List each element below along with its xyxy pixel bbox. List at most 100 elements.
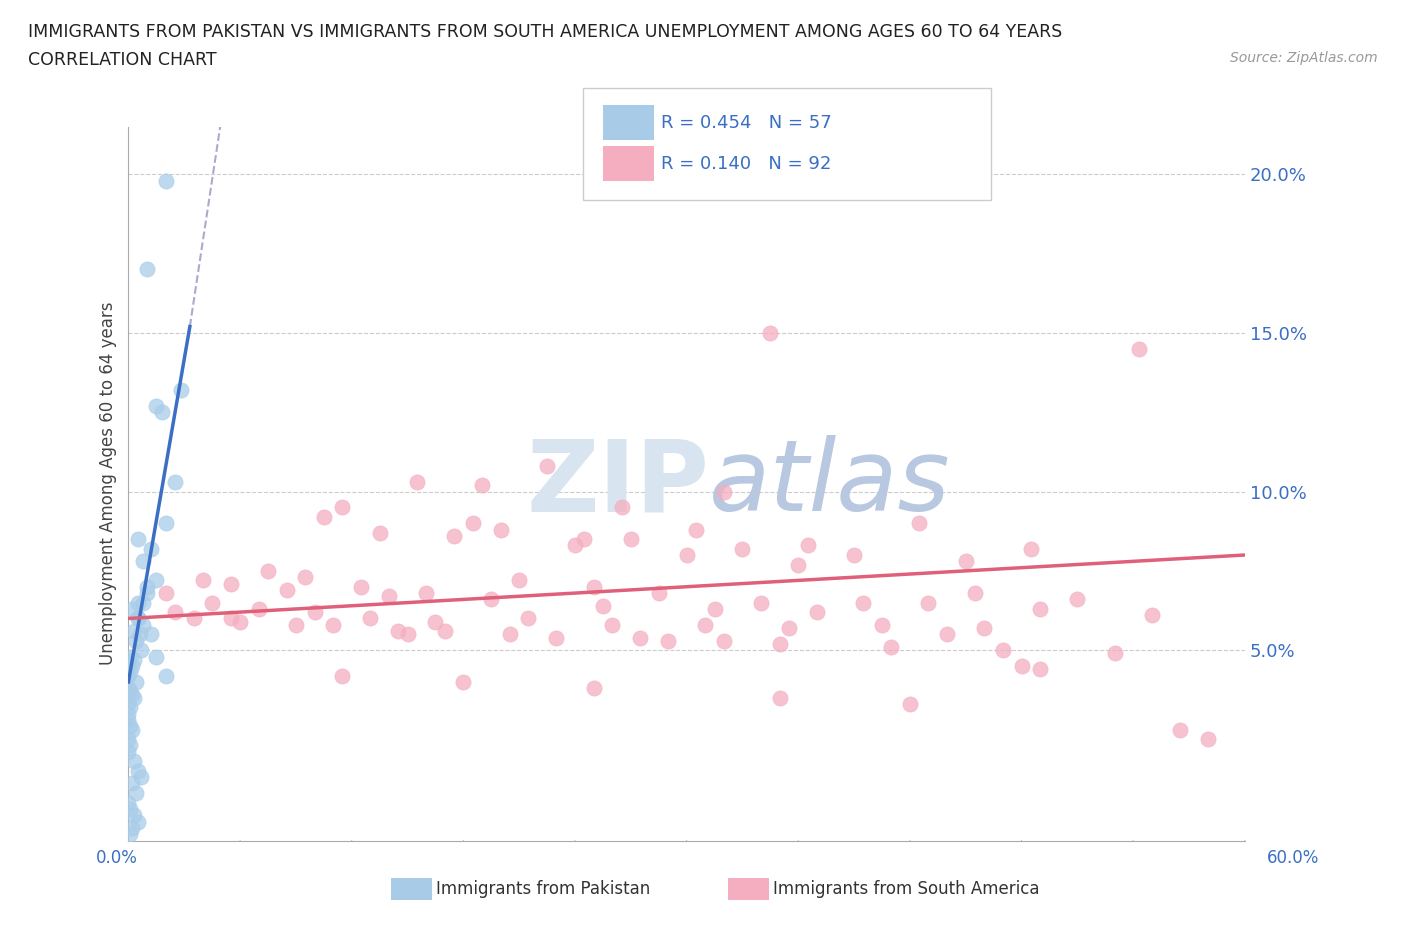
Point — [163, 474, 186, 489]
Point — [796, 538, 818, 553]
Point — [117, 706, 139, 721]
Point — [122, 808, 145, 823]
Point — [127, 814, 149, 829]
Point — [387, 624, 409, 639]
Point — [600, 618, 623, 632]
Point — [546, 630, 568, 644]
Point — [508, 573, 530, 588]
Point — [842, 548, 865, 563]
Point — [121, 658, 143, 673]
Point — [136, 262, 159, 277]
Point — [415, 586, 437, 601]
Point — [139, 627, 162, 642]
Text: R = 0.140   N = 92: R = 0.140 N = 92 — [661, 154, 831, 173]
Point — [163, 604, 186, 619]
Point — [908, 516, 931, 531]
Point — [229, 614, 252, 629]
Text: 0.0%: 0.0% — [96, 849, 138, 867]
Point — [769, 636, 792, 651]
Point — [368, 525, 391, 540]
Point — [479, 592, 502, 607]
Y-axis label: Unemployment Among Ages 60 to 64 years: Unemployment Among Ages 60 to 64 years — [100, 302, 117, 665]
Text: IMMIGRANTS FROM PAKISTAN VS IMMIGRANTS FROM SOUTH AMERICA UNEMPLOYMENT AMONG AGE: IMMIGRANTS FROM PAKISTAN VS IMMIGRANTS F… — [28, 23, 1063, 41]
Point — [155, 668, 177, 683]
Point — [973, 620, 995, 635]
Point — [120, 684, 142, 698]
Point — [120, 738, 142, 753]
Point — [870, 618, 893, 632]
Text: CORRELATION CHART: CORRELATION CHART — [28, 51, 217, 69]
Point — [332, 668, 354, 683]
Point — [955, 554, 977, 569]
Point — [128, 627, 150, 642]
Point — [648, 586, 671, 601]
Point — [125, 674, 148, 689]
Point — [1019, 541, 1042, 556]
Point — [121, 602, 143, 617]
Text: Immigrants from South America: Immigrants from South America — [773, 880, 1040, 898]
Point — [787, 557, 810, 572]
Point — [201, 595, 224, 610]
Point — [125, 786, 148, 801]
Point — [132, 554, 155, 569]
Point — [592, 598, 614, 613]
Point — [332, 500, 354, 515]
Point — [120, 649, 142, 664]
Point — [122, 754, 145, 769]
Point — [461, 516, 484, 531]
Point — [145, 649, 167, 664]
Point — [155, 516, 177, 531]
Point — [898, 697, 921, 711]
Point — [713, 633, 735, 648]
Point — [564, 538, 586, 553]
Point — [405, 474, 427, 489]
Point — [219, 611, 242, 626]
Point — [120, 802, 142, 817]
Point — [155, 586, 177, 601]
Point — [657, 633, 679, 648]
Point — [132, 595, 155, 610]
Point — [284, 618, 307, 632]
Point — [117, 681, 139, 696]
Point — [183, 611, 205, 626]
Point — [536, 458, 558, 473]
Point — [517, 611, 540, 626]
Point — [1104, 646, 1126, 661]
Point — [127, 764, 149, 778]
Point — [880, 640, 903, 655]
Point — [731, 541, 754, 556]
Point — [499, 627, 522, 642]
Point — [703, 602, 725, 617]
Point — [1140, 608, 1163, 623]
Point — [936, 627, 959, 642]
Point — [117, 732, 139, 747]
Point — [117, 795, 139, 810]
Point — [1197, 732, 1219, 747]
Point — [713, 485, 735, 499]
Point — [378, 589, 401, 604]
Point — [131, 770, 153, 785]
Point — [155, 173, 177, 188]
Point — [1029, 662, 1052, 677]
Point — [1029, 602, 1052, 617]
Point — [257, 564, 280, 578]
Point — [359, 611, 381, 626]
Point — [117, 744, 139, 759]
Point — [150, 405, 173, 419]
Point — [1168, 722, 1191, 737]
Point — [806, 604, 828, 619]
Point — [117, 712, 139, 727]
Point — [574, 532, 596, 547]
Point — [620, 532, 643, 547]
Text: Source: ZipAtlas.com: Source: ZipAtlas.com — [1230, 51, 1378, 65]
Point — [136, 579, 159, 594]
Point — [121, 820, 143, 835]
Point — [1128, 341, 1150, 356]
Point — [675, 548, 697, 563]
Point — [991, 643, 1014, 658]
Point — [582, 681, 605, 696]
Point — [117, 668, 139, 683]
Point — [247, 602, 270, 617]
Point — [127, 611, 149, 626]
Point — [350, 579, 373, 594]
